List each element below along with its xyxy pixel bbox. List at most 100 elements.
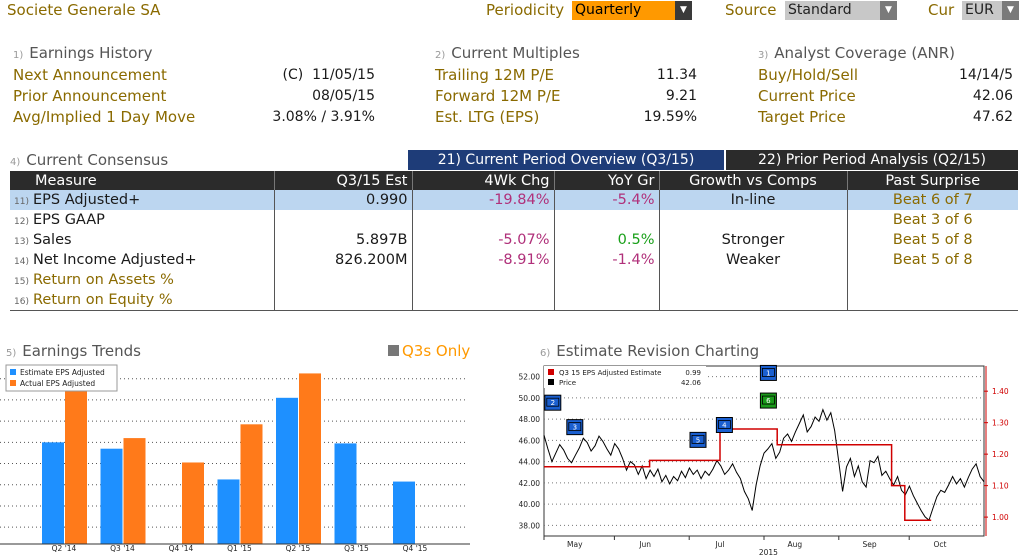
chevron-down-icon[interactable]: ▼ <box>1002 1 1019 20</box>
avg-move-label: Avg/Implied 1 Day Move <box>13 108 196 126</box>
revision-event-marker: 4 <box>715 417 733 433</box>
chg-value: -19.84% <box>412 190 555 210</box>
table-header-row: Measure Q3/15 Est 4Wk Chg YoY Gr Growth … <box>10 171 1018 190</box>
legend-swatch-revision <box>548 369 554 375</box>
measure-name: Sales <box>32 232 72 248</box>
x-tick-label: Q1 '15 <box>227 544 252 553</box>
x-tick-label: Q2 '14 <box>52 544 77 553</box>
table-row[interactable]: 14) Net Income Adjusted+ 826.200M -8.91% … <box>10 250 1018 270</box>
bar-actual <box>182 462 204 544</box>
bar-estimate <box>276 397 298 544</box>
event-label: 3 <box>573 424 577 432</box>
yoy-value: -1.4% <box>554 250 660 270</box>
bar-actual <box>240 424 263 544</box>
surprise-value[interactable]: Beat 3 of 6 <box>892 212 973 228</box>
company-name[interactable]: Societe Generale SA <box>7 1 161 19</box>
x-tick-label: Jun <box>638 540 651 549</box>
growth-value: Weaker <box>659 250 848 270</box>
forward-pe-value: 9.21 <box>665 88 697 104</box>
growth-value <box>659 290 848 311</box>
bar-estimate <box>100 448 123 544</box>
trailing-pe-label: Trailing 12M P/E <box>435 66 554 84</box>
chevron-down-icon[interactable]: ▼ <box>880 1 897 20</box>
source-value: Standard <box>788 2 852 18</box>
tab-prior-period[interactable]: 22) Prior Period Analysis (Q2/15) <box>726 150 1018 170</box>
source-dropdown[interactable]: Standard ▼ <box>785 1 897 20</box>
measure-name: Return on Equity % <box>32 292 173 308</box>
surprise-value <box>847 270 1018 290</box>
bar-actual <box>123 438 146 544</box>
checkbox-icon[interactable] <box>388 345 399 356</box>
earnings-trends-chart: 1.601.401.201.000.800.600.400.20 Q2 '14Q… <box>0 364 470 553</box>
estimate-value <box>274 270 413 290</box>
earnings-history-title[interactable]: 1) Earnings History <box>13 44 153 62</box>
legend-price: Price <box>559 379 576 387</box>
column-header-surprise[interactable]: Past Surprise <box>847 171 1018 190</box>
bar-legend: Estimate EPS Adjusted Actual EPS Adjuste… <box>5 364 118 392</box>
event-inner <box>691 434 705 444</box>
column-header-growth[interactable]: Growth vs Comps <box>659 171 848 190</box>
yoy-value: -5.4% <box>554 190 660 210</box>
target-price-label: Target Price <box>758 108 846 126</box>
chg-value <box>412 210 555 230</box>
column-header-measure[interactable]: Measure <box>10 171 275 190</box>
estimate-value <box>274 290 413 311</box>
surprise-value[interactable]: Beat 5 of 8 <box>892 232 973 248</box>
table-row[interactable]: 12) EPS GAAP Beat 3 of 6 <box>10 210 1018 230</box>
bar-estimate <box>42 442 64 544</box>
column-header-4wk-chg[interactable]: 4Wk Chg <box>412 171 555 190</box>
revision-line <box>544 428 932 522</box>
q3s-only-toggle[interactable]: Q3s Only <box>388 342 470 360</box>
growth-value <box>659 270 848 290</box>
tab-current-period[interactable]: 21) Current Period Overview (Q3/15) <box>408 150 724 170</box>
table-row[interactable]: 15) Return on Assets % <box>10 270 1018 290</box>
surprise-value[interactable]: Beat 5 of 8 <box>892 252 973 268</box>
right-tick-label: 1.20 <box>992 450 1009 459</box>
measure-name: Net Income Adjusted+ <box>32 252 197 268</box>
legend-swatch-estimate <box>10 369 16 375</box>
plot-frame <box>543 365 985 537</box>
left-tick-label: 42.00 <box>519 479 541 488</box>
right-tick-label: 1.30 <box>992 419 1009 428</box>
next-announcement-label: Next Announcement <box>13 66 167 84</box>
estimate-value: 5.897B <box>274 230 413 250</box>
periodicity-dropdown[interactable]: Quarterly ▼ <box>572 1 692 20</box>
right-tick-label: 1.10 <box>992 482 1009 491</box>
current-multiples-title[interactable]: 2) Current Multiples <box>435 44 580 62</box>
column-header-estimate[interactable]: Q3/15 Est <box>274 171 413 190</box>
earnings-trends-title[interactable]: 5) Earnings Trends <box>6 342 141 360</box>
revision-event-marker: 1 <box>759 364 777 381</box>
left-tick-label: 38.00 <box>519 521 541 530</box>
currency-dropdown[interactable]: EUR ▼ <box>962 1 1019 20</box>
chg-value <box>412 290 555 311</box>
left-tick-label: 44.00 <box>519 458 541 467</box>
event-label: 6 <box>766 397 771 405</box>
column-header-yoy[interactable]: YoY Gr <box>554 171 660 190</box>
estimate-value: 826.200M <box>274 250 413 270</box>
x-tick-label: Oct <box>934 540 947 549</box>
table-row[interactable]: 16) Return on Equity % <box>10 290 1018 311</box>
measure-name: EPS GAAP <box>32 212 105 228</box>
x-tick-label: Q3 '14 <box>110 544 135 553</box>
event-label: 2 <box>551 399 555 407</box>
chevron-down-icon[interactable]: ▼ <box>675 1 692 20</box>
estimate-value <box>274 210 413 230</box>
revision-event-marker: 2 <box>544 394 562 411</box>
chg-value: -8.91% <box>412 250 555 270</box>
buy-hold-sell-value: 14/14/5 <box>959 67 1013 83</box>
measure-name: EPS Adjusted+ <box>32 192 141 208</box>
event-inner <box>546 397 560 407</box>
estimate-revision-title[interactable]: 6) Estimate Revision Charting <box>540 342 760 360</box>
surprise-value[interactable]: Beat 6 of 7 <box>892 192 973 208</box>
current-price-value: 42.06 <box>972 88 1013 104</box>
bar-estimate <box>217 479 240 544</box>
x-year-label: 2015 <box>759 548 778 556</box>
table-row[interactable]: 13) Sales 5.897B -5.07% 0.5% Stronger Bea… <box>10 230 1018 250</box>
current-consensus-title[interactable]: 4) Current Consensus <box>10 151 169 169</box>
right-tick-label: 1.00 <box>992 513 1009 522</box>
forward-pe-label: Forward 12M P/E <box>435 87 561 105</box>
prior-announcement-value: 08/05/15 <box>312 88 375 104</box>
chg-value: -5.07% <box>412 230 555 250</box>
table-row[interactable]: 11) EPS Adjusted+ 0.990 -19.84% -5.4% In-… <box>10 190 1018 210</box>
analyst-coverage-title[interactable]: 3) Analyst Coverage (ANR) <box>758 44 955 62</box>
